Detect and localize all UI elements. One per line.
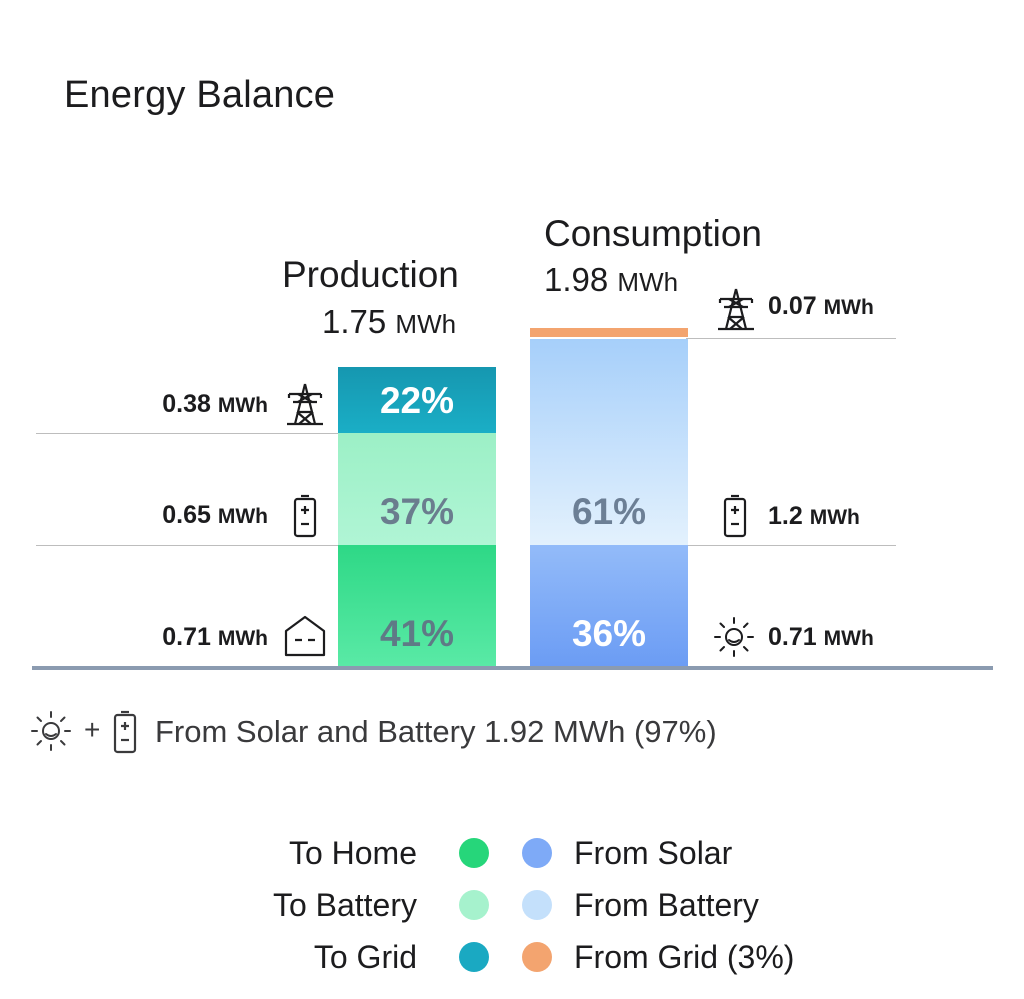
- consumption-segment-grid: [530, 328, 688, 337]
- production-value-home-unit: MWh: [217, 627, 268, 650]
- power-pylon-icon: [285, 382, 325, 426]
- sun-icon: [713, 616, 755, 658]
- consumption-pct-solar: 36%: [571, 613, 647, 654]
- divider-consumption-battery: [686, 545, 896, 546]
- home-icon: [283, 613, 327, 657]
- consumption-segment-solar: [530, 545, 688, 667]
- production-segment-battery: [338, 433, 496, 545]
- divider-production-battery: [36, 545, 338, 546]
- production-title: Production: [282, 254, 459, 295]
- legend-swatch-to-battery: [459, 890, 489, 920]
- consumption-total: 1.98 MWh: [544, 261, 678, 299]
- production-value-battery: 0.65 MWh: [162, 501, 268, 530]
- consumption-segment-battery: [530, 339, 688, 545]
- production-segment-grid: [338, 367, 496, 433]
- consumption-value-solar-unit: MWh: [823, 627, 874, 650]
- footer-summary: From Solar and Battery 1.92 MWh (97%): [155, 714, 717, 749]
- legend-label-from-solar: From Solar: [574, 835, 733, 871]
- consumption-total-value: 1.98: [544, 261, 609, 298]
- page-title: Energy Balance: [64, 74, 336, 116]
- legend-swatch-to-grid: [459, 942, 489, 972]
- legend-swatch-from-battery: [522, 890, 552, 920]
- production-total: 1.75 MWh: [322, 303, 456, 341]
- production-bar: 22% 37% 41%: [338, 367, 496, 667]
- battery-icon: [722, 494, 748, 538]
- chart-baseline: [32, 666, 993, 670]
- production-value-home: 0.71 MWh: [162, 623, 268, 652]
- consumption-value-grid-number: 0.07: [768, 292, 817, 320]
- legend-label-from-battery: From Battery: [574, 887, 759, 923]
- divider-production-grid: [36, 433, 338, 434]
- consumption-bar: 61% 36%: [530, 328, 688, 667]
- consumption-pct-battery: 61%: [571, 491, 647, 532]
- legend-label-to-grid: To Grid: [313, 939, 417, 975]
- legend-swatch-from-solar: [522, 838, 552, 868]
- production-value-battery-unit: MWh: [217, 505, 268, 528]
- production-value-grid-number: 0.38: [162, 390, 211, 418]
- production-pct-home: 41%: [379, 613, 455, 654]
- legend-label-from-grid: From Grid (3%): [574, 939, 795, 975]
- production-value-battery-number: 0.65: [162, 501, 211, 529]
- production-total-value: 1.75: [322, 303, 387, 340]
- consumption-value-grid-unit: MWh: [823, 296, 874, 319]
- consumption-title: Consumption: [544, 213, 763, 254]
- divider-consumption-grid: [686, 338, 896, 339]
- sun-icon: [30, 710, 76, 756]
- legend-swatch-to-home: [459, 838, 489, 868]
- consumption-value-solar: 0.71 MWh: [768, 623, 874, 652]
- consumption-value-battery-unit: MWh: [809, 506, 860, 529]
- consumption-value-solar-number: 0.71: [768, 623, 817, 651]
- legend-label-to-battery: To Battery: [272, 887, 417, 923]
- production-value-grid-unit: MWh: [217, 394, 268, 417]
- consumption-total-unit: MWh: [617, 267, 679, 297]
- production-total-unit: MWh: [395, 309, 457, 339]
- production-segment-home: [338, 545, 496, 667]
- consumption-value-battery: 1.2 MWh: [768, 502, 860, 531]
- footer-plus: +: [84, 714, 101, 745]
- battery-icon: [112, 710, 138, 759]
- production-value-grid: 0.38 MWh: [162, 390, 268, 419]
- production-pct-battery: 37%: [379, 491, 455, 532]
- power-pylon-icon: [716, 287, 756, 331]
- legend-swatch-from-grid: [522, 942, 552, 972]
- battery-icon: [292, 494, 318, 538]
- legend-label-to-home: To Home: [288, 835, 417, 871]
- production-value-home-number: 0.71: [162, 623, 211, 651]
- consumption-value-battery-number: 1.2: [768, 502, 803, 530]
- consumption-value-grid: 0.07 MWh: [768, 292, 874, 321]
- production-pct-grid: 22%: [379, 380, 455, 421]
